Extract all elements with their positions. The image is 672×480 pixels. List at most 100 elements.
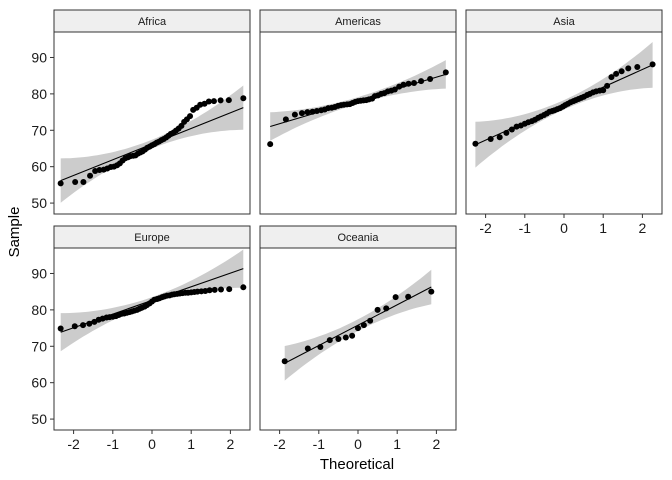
data-point [240,284,247,291]
data-point [634,63,641,70]
x-tick-label: -1 [107,436,120,452]
data-point [472,140,479,147]
data-point [400,81,407,88]
x-tick-label: -2 [273,436,286,452]
data-point [87,172,94,179]
data-point [613,70,620,77]
data-point [360,322,367,329]
data-point [240,95,247,102]
y-axis-row-1: 50 60 70 80 90 [31,49,54,211]
data-point [342,334,349,341]
data-point [349,332,356,339]
facet-label: Europe [134,232,169,244]
data-point [618,68,625,75]
data-point [267,141,274,148]
x-tick-label: 1 [187,436,195,452]
data-point [217,286,224,293]
data-point [282,116,289,123]
data-point [428,288,435,295]
data-point [86,320,93,327]
data-point [317,344,324,351]
x-tick-label: -2 [67,436,80,452]
data-point [210,98,217,105]
data-point [226,286,233,293]
data-point [392,294,399,301]
y-tick-label: 70 [31,338,47,354]
data-point [411,79,418,86]
x-tick-label: 2 [433,436,441,452]
x-tick-label: 1 [393,436,401,452]
y-tick-label: 50 [31,195,47,211]
facet-panel-asia: Asia [465,9,663,215]
y-tick-label: 60 [31,159,47,175]
y-axes: 50 60 70 80 90 50 60 70 80 90 [31,49,54,427]
x-tick-label: 0 [560,220,568,236]
data-point [442,69,449,76]
data-point [304,109,311,116]
facet-label: Asia [553,16,575,28]
data-point [487,136,494,143]
facet-panels: Africa Americas Asia Europe Oceania [53,9,663,431]
y-axis-row-2: 50 60 70 80 90 [31,265,54,427]
y-tick-label: 70 [31,122,47,138]
data-point [80,322,87,329]
facet-panel-oceania: Oceania [259,225,457,431]
data-point [217,97,224,104]
data-point [355,325,361,332]
x-axis-col-2: -2 -1 0 1 2 [273,430,441,452]
y-tick-label: 80 [31,86,47,102]
x-tick-label: -1 [313,436,326,452]
panel-border [53,31,251,215]
data-point [367,317,374,324]
facet-panel-americas: Americas [259,9,457,215]
data-point [391,86,398,93]
data-point [57,180,64,187]
data-point [281,358,288,365]
data-point [304,345,311,352]
data-point [503,129,510,136]
data-point [600,87,607,94]
data-point [604,82,611,89]
data-point [57,325,64,332]
data-point [405,80,412,87]
facet-label: Africa [138,16,167,28]
y-tick-label: 90 [31,265,47,281]
data-point [72,178,79,185]
data-point [206,287,213,294]
data-point [225,97,232,104]
x-tick-label: -1 [519,220,532,236]
facet-panel-europe: Europe [53,225,251,431]
x-tick-label: 0 [148,436,156,452]
data-point [326,337,333,344]
facet-panel-africa: Africa [53,9,251,215]
data-point [427,75,434,82]
data-point [608,74,615,81]
x-tick-label: -2 [479,220,492,236]
y-tick-label: 60 [31,375,47,391]
x-axis-title: Theoretical [320,456,394,473]
data-point [508,126,515,133]
data-point [649,61,656,68]
data-point [496,134,503,141]
y-axis-title: Sample [6,207,23,258]
facet-label: Americas [335,16,381,28]
data-point [291,111,298,118]
data-point [80,178,87,185]
y-tick-label: 80 [31,302,47,318]
data-point [96,166,103,173]
data-point [418,78,425,85]
x-axes: -2 -1 0 1 2 -2 -1 0 1 2 -2 -1 0 1 2 [67,214,647,452]
data-point [335,336,342,342]
data-point [71,323,78,330]
y-tick-label: 90 [31,49,47,65]
x-tick-label: 2 [639,220,647,236]
x-axis-col-3: -2 -1 0 1 2 [479,214,647,236]
x-tick-label: 1 [599,220,607,236]
data-point [625,65,632,72]
data-point [405,293,412,300]
y-tick-label: 50 [31,411,47,427]
panel-border [259,31,457,215]
data-point [383,305,390,312]
data-point [205,98,212,105]
